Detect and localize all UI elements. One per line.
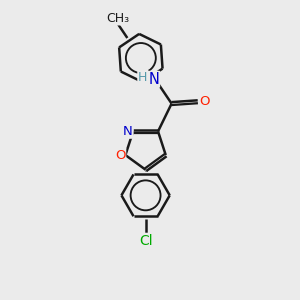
Text: H: H — [138, 71, 148, 84]
Text: Cl: Cl — [139, 234, 152, 248]
Text: N: N — [123, 125, 133, 138]
Text: O: O — [115, 148, 125, 162]
Text: CH₃: CH₃ — [107, 12, 130, 25]
Text: O: O — [199, 95, 209, 108]
Text: N: N — [148, 72, 159, 87]
